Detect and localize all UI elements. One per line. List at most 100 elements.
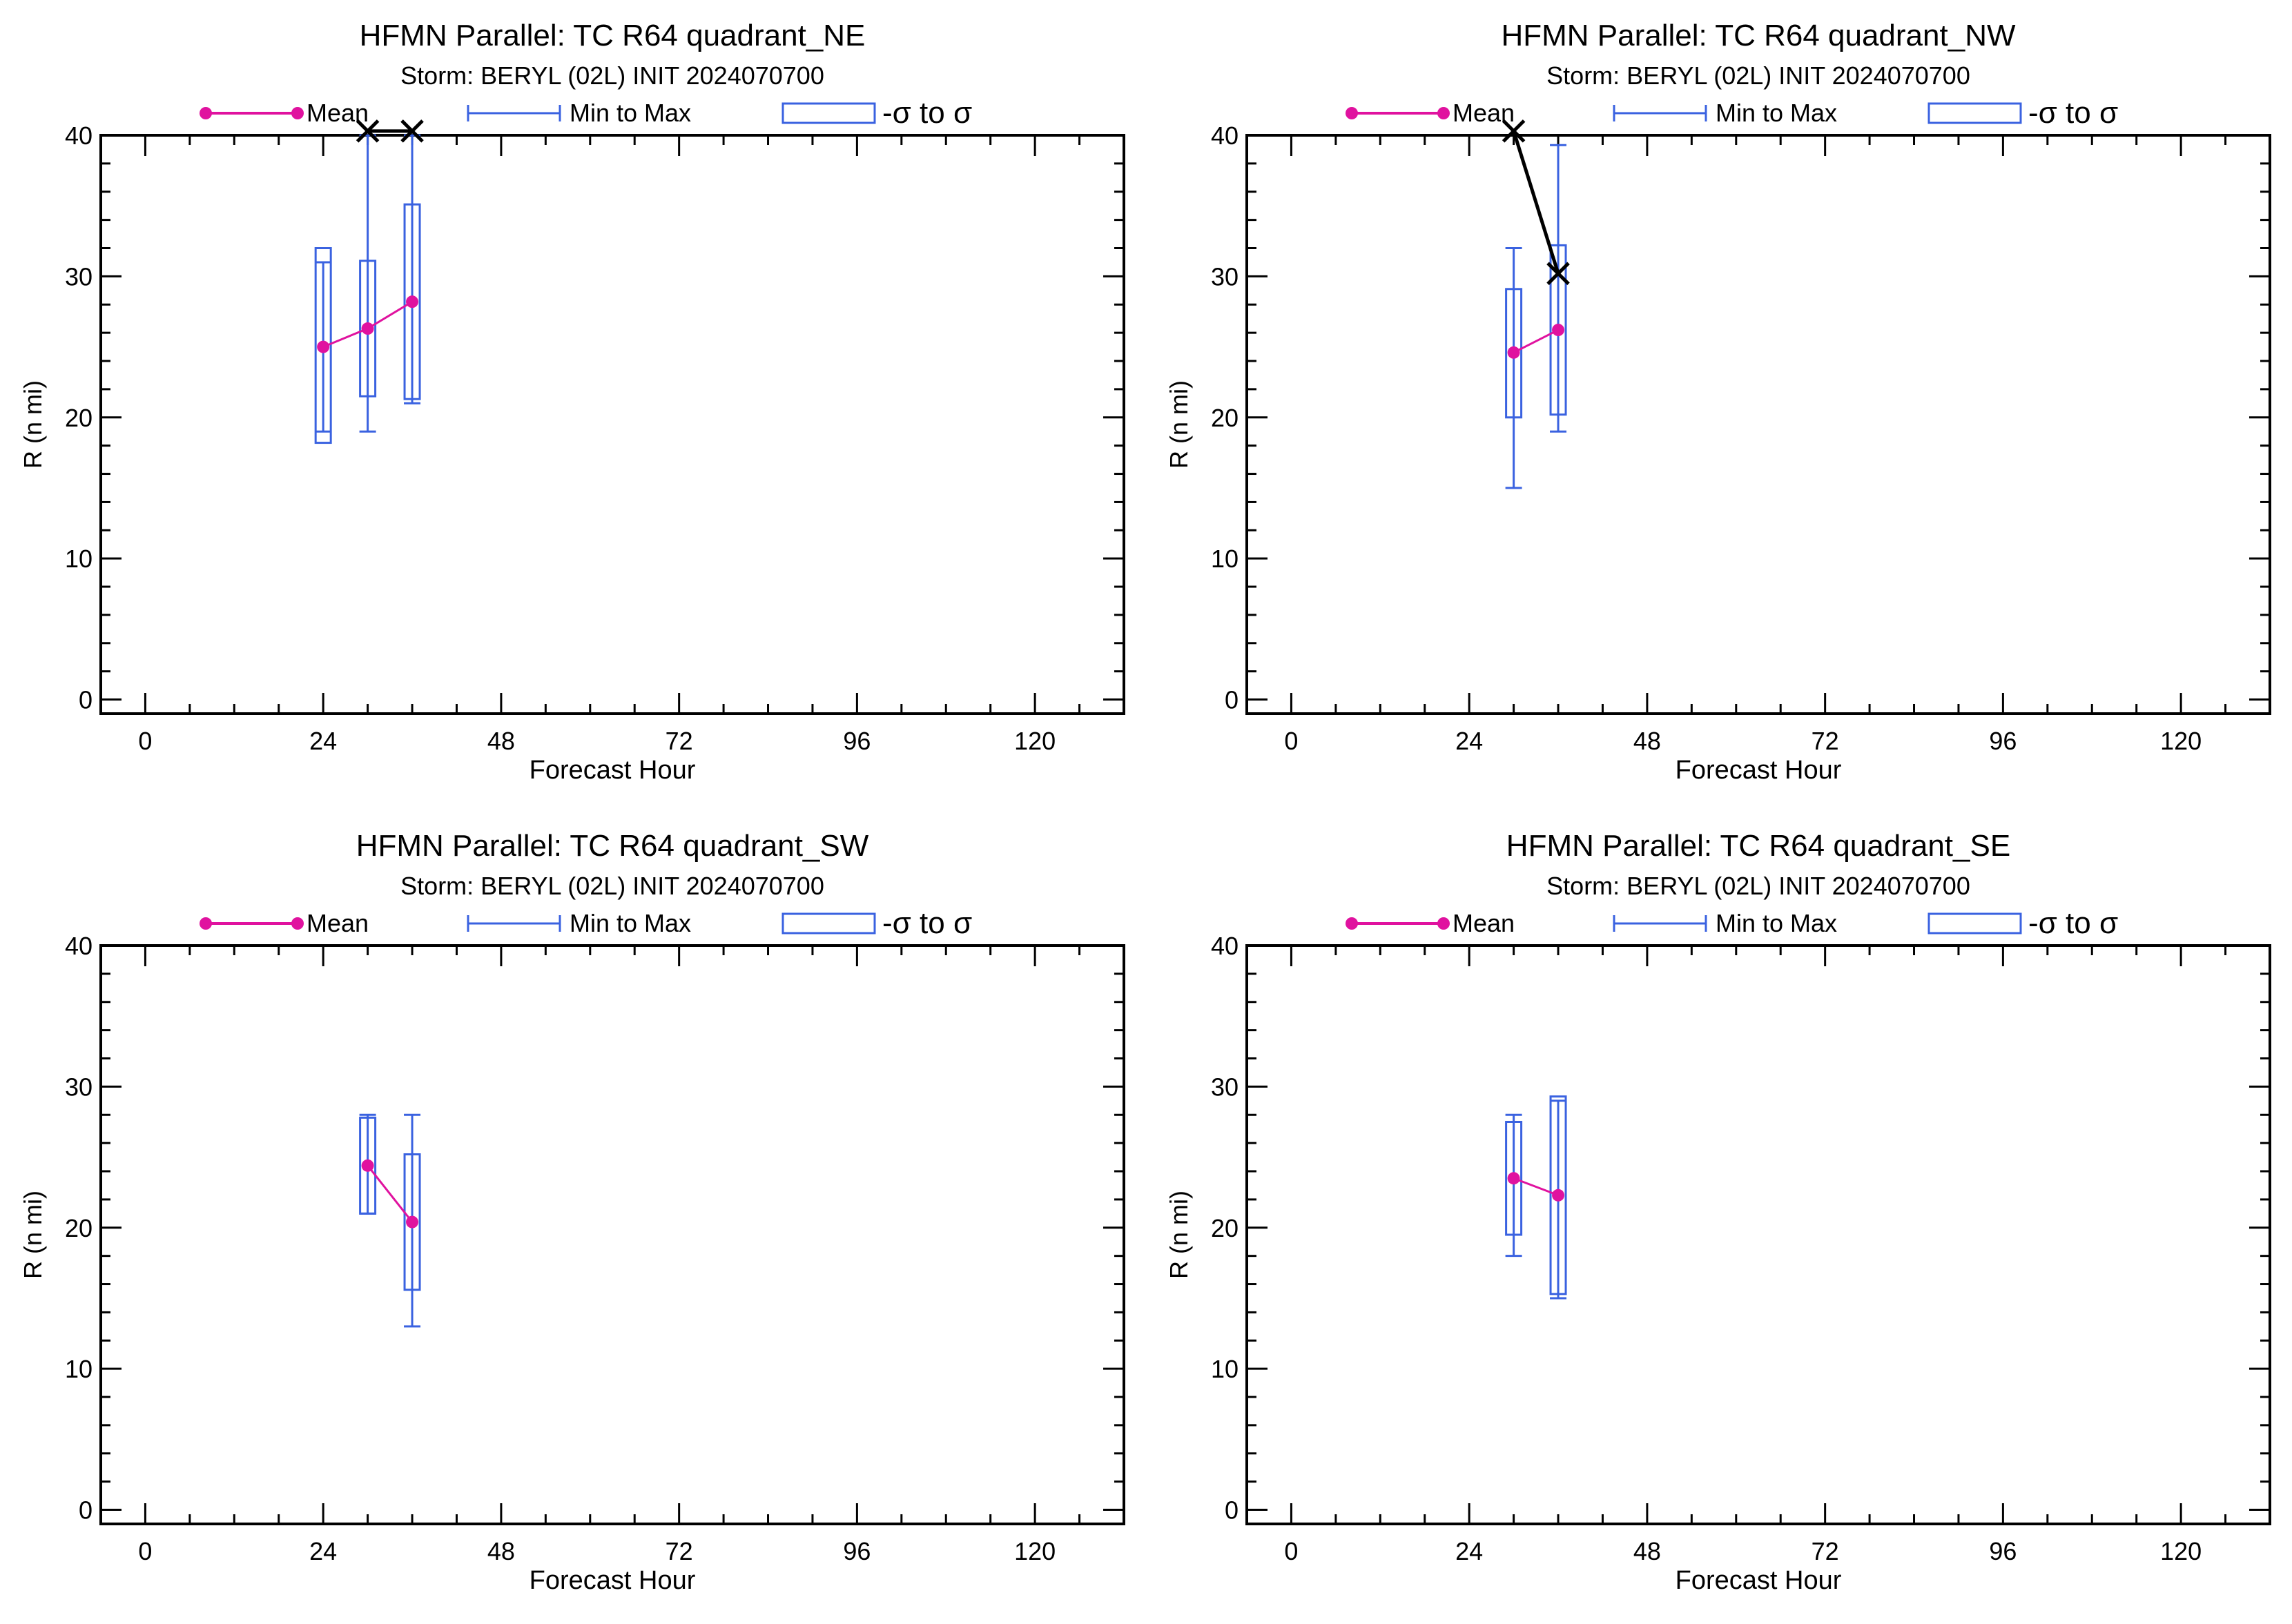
observed-line: [1512, 130, 1560, 275]
chart-subtitle: Storm: BERYL (02L) INIT 2024070700: [1546, 61, 1970, 90]
plot-frame: [1245, 134, 2271, 715]
legend-sigma-label: -σ to σ: [882, 96, 972, 130]
range-whisker: [1505, 1113, 1522, 1258]
y-tick-label: 30: [1211, 1073, 1239, 1101]
mean-point: [361, 1159, 374, 1172]
mean-point: [1552, 324, 1565, 337]
chart-panel-3: HFMN Parallel: TC R64 quadrant_SW Storm: …: [19, 829, 1125, 1595]
sigma-box: [1549, 1095, 1567, 1295]
x-tick-label: 48: [487, 1537, 515, 1565]
x-tick-label: 120: [2160, 1537, 2202, 1565]
mean-point: [1507, 1172, 1520, 1185]
x-tick-label: 24: [1455, 1537, 1483, 1565]
range-whisker: [1505, 247, 1522, 489]
chart-title: HFMN Parallel: TC R64 quadrant_NE: [360, 19, 866, 52]
y-tick-label: 10: [1211, 1355, 1239, 1383]
legend-mean-marker: [200, 107, 212, 119]
x-axis-label: Forecast Hour: [1676, 756, 1842, 785]
y-tick-label: 30: [65, 262, 93, 291]
chart-title: HFMN Parallel: TC R64 quadrant_NW: [1502, 19, 2016, 52]
mean-point: [406, 1215, 419, 1229]
y-tick-label: 30: [65, 1073, 93, 1101]
x-tick-label: 96: [843, 1537, 871, 1565]
x-tick-label: 0: [138, 727, 152, 755]
x-tick-label: 72: [1812, 1537, 1839, 1565]
mean-line: [1513, 1177, 1559, 1197]
y-tick-label: 20: [65, 404, 93, 432]
y-tick-label: 20: [65, 1214, 93, 1242]
x-tick-label: 48: [1633, 727, 1661, 755]
sigma-box: [403, 203, 421, 400]
y-tick-label: 0: [79, 1496, 93, 1525]
y-axis-label: R (n mi): [19, 380, 47, 469]
chart-subtitle: Storm: BERYL (02L) INIT 2024070700: [1546, 872, 1970, 900]
chart-title: HFMN Parallel: TC R64 quadrant_SE: [1506, 829, 2010, 863]
x-tick-label: 24: [309, 1537, 337, 1565]
x-tick-label: 72: [1812, 727, 1839, 755]
x-tick-label: 48: [487, 727, 515, 755]
legend-mean-marker: [291, 917, 304, 930]
x-axis-label: Forecast Hour: [1676, 1566, 1842, 1595]
plot-frame: [99, 944, 1125, 1525]
x-tick-label: 0: [1284, 727, 1298, 755]
legend-mean-label: Mean: [1453, 909, 1515, 937]
x-tick-label: 72: [666, 1537, 693, 1565]
mean-point: [317, 340, 330, 353]
x-tick-label: 96: [1989, 1537, 2017, 1565]
legend-sigma-label: -σ to σ: [2028, 906, 2118, 940]
mean-line: [1513, 329, 1559, 354]
legend-mean-marker: [200, 917, 212, 930]
legend-range-label: Min to Max: [1716, 99, 1837, 127]
legend-sigma-label: -σ to σ: [2028, 96, 2118, 130]
legend-mean-marker: [1437, 917, 1450, 930]
mean-point: [361, 322, 374, 335]
chart-subtitle: Storm: BERYL (02L) INIT 2024070700: [400, 61, 824, 90]
x-tick-label: 48: [1633, 1537, 1661, 1565]
y-tick-label: 40: [65, 121, 93, 150]
x-tick-label: 120: [1014, 727, 1056, 755]
sigma-box: [359, 1116, 377, 1215]
legend-mean-marker: [1437, 107, 1450, 119]
sigma-box: [1549, 244, 1567, 416]
legend-mean-marker: [291, 107, 304, 119]
sigma-box: [359, 260, 377, 398]
y-tick-label: 0: [1225, 1496, 1239, 1525]
legend-mean-label: Mean: [307, 909, 369, 937]
chart-panel-1: HFMN Parallel: TC R64 quadrant_NE Storm: …: [19, 19, 1125, 785]
mean-line: [367, 1164, 414, 1223]
legend-mean-marker: [1346, 917, 1358, 930]
y-tick-label: 0: [1225, 686, 1239, 714]
observed-marker: [356, 119, 380, 143]
mean-point: [406, 295, 419, 309]
sigma-box: [314, 247, 332, 444]
y-tick-label: 10: [1211, 545, 1239, 573]
y-tick-label: 0: [79, 686, 93, 714]
legend-sigma-box: [781, 912, 876, 935]
range-whisker: [404, 134, 421, 404]
observed-marker: [1502, 119, 1526, 143]
y-tick-label: 20: [1211, 404, 1239, 432]
chart-panel-2: HFMN Parallel: TC R64 quadrant_NW Storm: …: [1165, 19, 2271, 785]
legend: Mean Min to Max -σ to σ: [1346, 96, 2118, 130]
x-tick-label: 0: [1284, 1537, 1298, 1565]
y-axis-label: R (n mi): [19, 1191, 47, 1279]
x-tick-label: 96: [843, 727, 871, 755]
y-tick-label: 10: [65, 545, 93, 573]
legend: Mean Min to Max -σ to σ: [1346, 906, 2118, 940]
chart-title: HFMN Parallel: TC R64 quadrant_SW: [356, 829, 869, 863]
sigma-box: [1505, 288, 1523, 419]
legend-range-label: Min to Max: [570, 909, 691, 937]
legend-sigma-box: [1927, 102, 2022, 124]
y-axis-label: R (n mi): [1165, 1191, 1193, 1279]
mean-point: [1552, 1188, 1565, 1202]
y-tick-label: 40: [1211, 121, 1239, 150]
y-axis-label: R (n mi): [1165, 380, 1193, 469]
x-tick-label: 120: [1014, 1537, 1056, 1565]
legend-mean-marker: [1346, 107, 1358, 119]
y-tick-label: 40: [65, 932, 93, 960]
sigma-box: [403, 1153, 421, 1291]
legend-sigma-box: [1927, 912, 2022, 935]
legend-sigma-box: [781, 102, 876, 124]
range-whisker: [1550, 144, 1567, 433]
